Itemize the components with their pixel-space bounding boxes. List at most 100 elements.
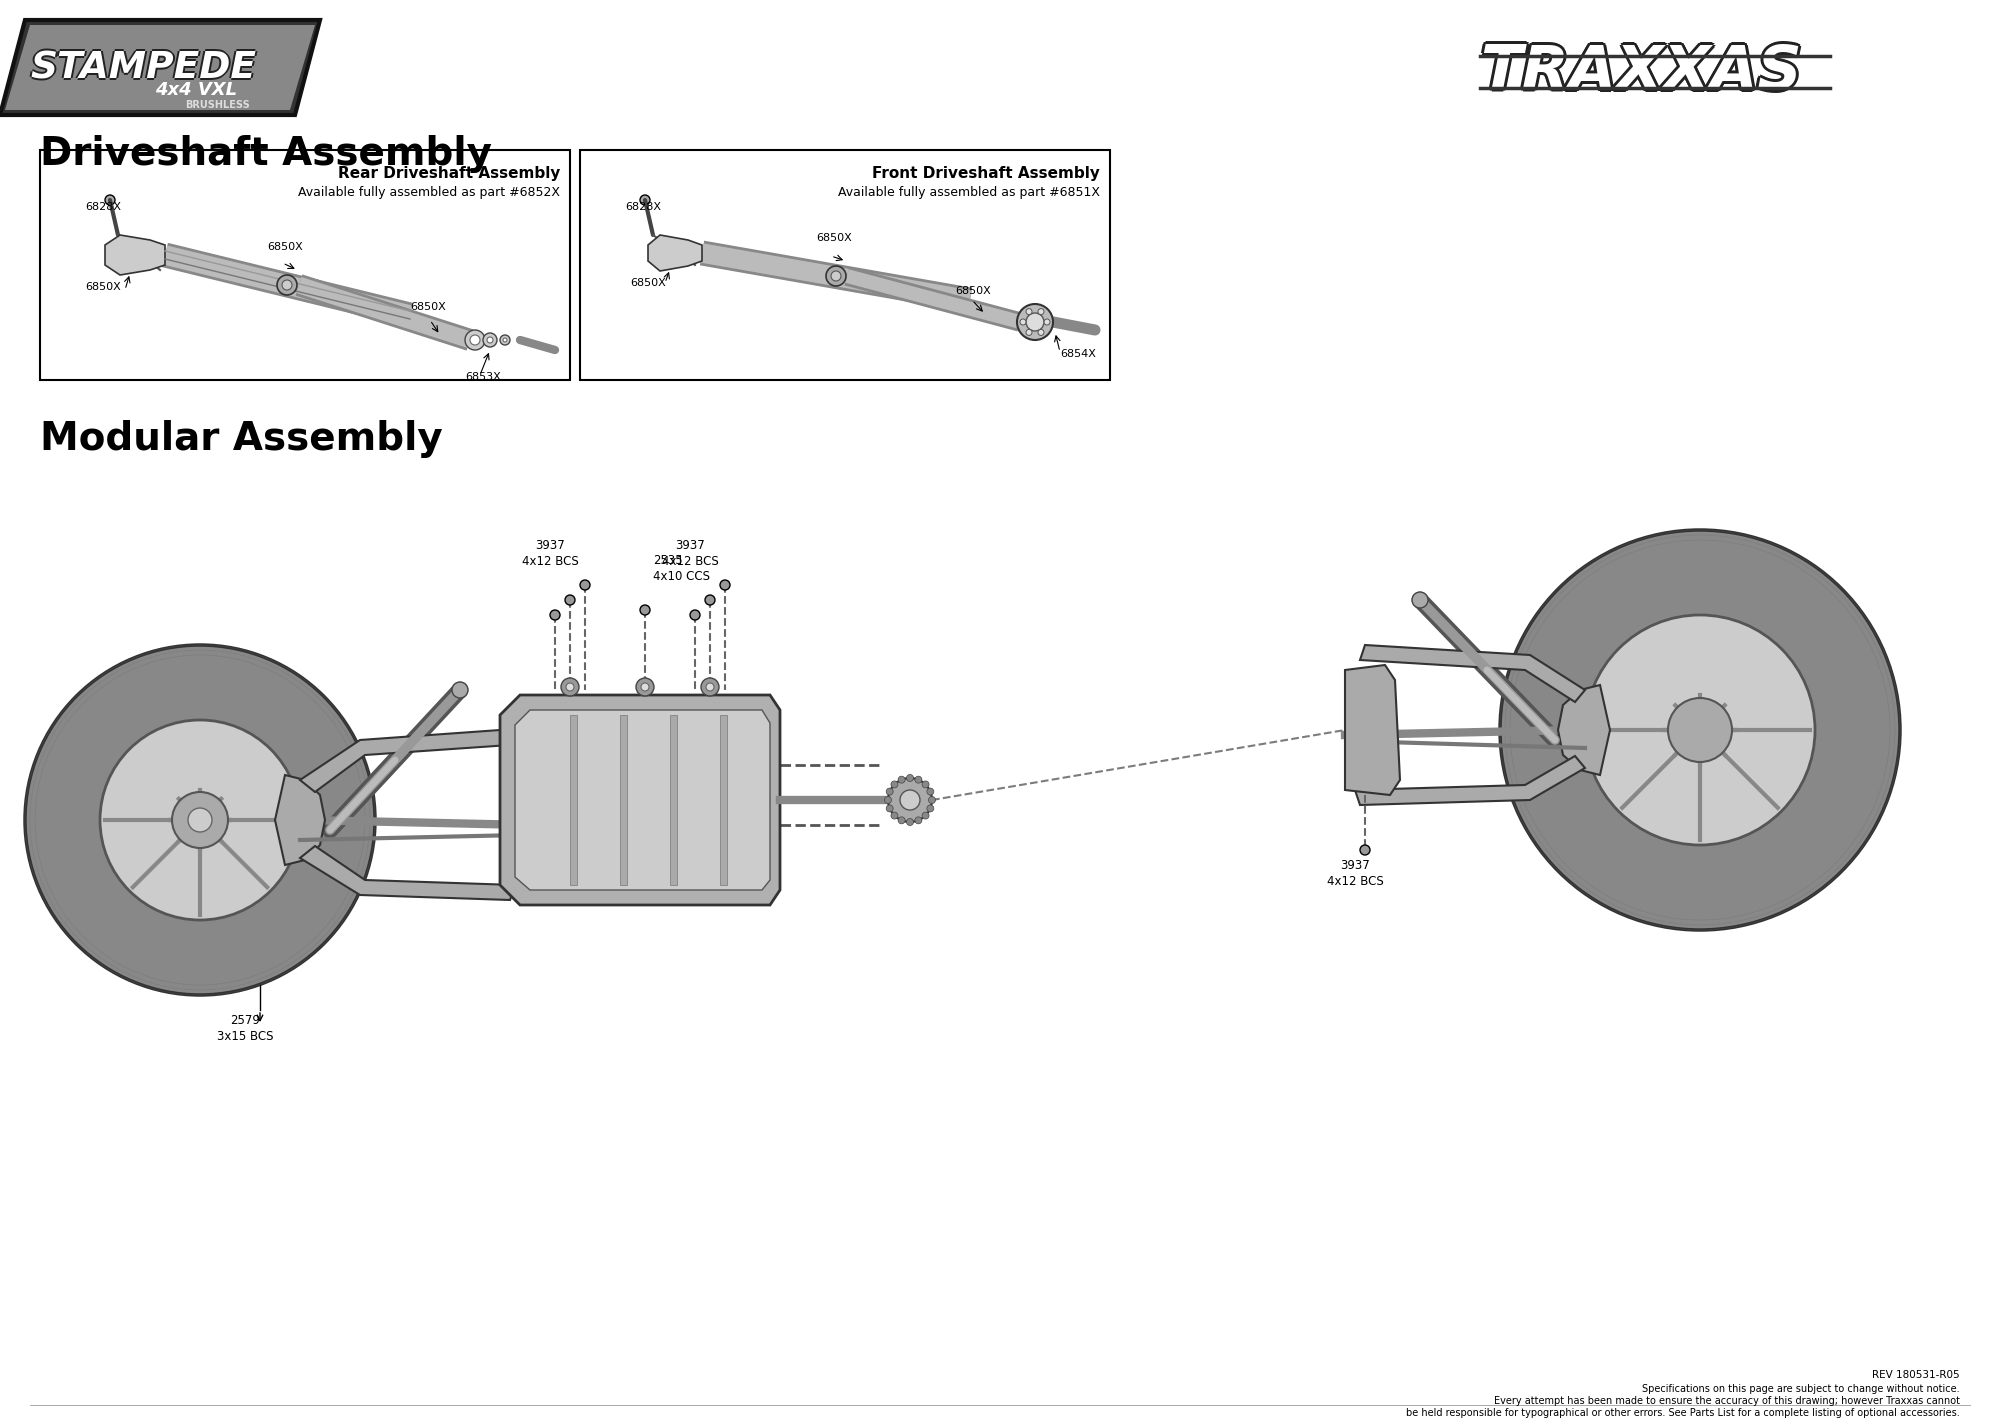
Text: TRAXXAS: TRAXXAS <box>1484 43 1804 101</box>
Polygon shape <box>1344 665 1400 795</box>
Text: TRAXXAS: TRAXXAS <box>1478 44 1800 103</box>
Circle shape <box>1412 593 1428 608</box>
Circle shape <box>100 720 300 920</box>
Circle shape <box>1038 308 1044 314</box>
Text: 6850X: 6850X <box>84 281 120 291</box>
Circle shape <box>172 793 228 848</box>
Circle shape <box>470 336 480 346</box>
Circle shape <box>1026 308 1032 314</box>
Circle shape <box>926 805 934 813</box>
Text: 6850X: 6850X <box>268 241 304 251</box>
Circle shape <box>890 781 898 788</box>
Circle shape <box>922 781 930 788</box>
Circle shape <box>702 678 720 695</box>
Circle shape <box>1018 304 1052 340</box>
Polygon shape <box>1360 645 1584 703</box>
Text: 3937
4x12 BCS: 3937 4x12 BCS <box>1326 860 1384 888</box>
Circle shape <box>1044 318 1050 326</box>
Text: Rear Driveshaft Assembly: Rear Driveshaft Assembly <box>338 166 560 181</box>
Circle shape <box>566 683 574 691</box>
Circle shape <box>1584 615 1816 845</box>
Text: TRAXXAS: TRAXXAS <box>1478 40 1800 100</box>
Polygon shape <box>500 695 780 905</box>
Circle shape <box>906 818 914 825</box>
Text: 2535
4x10 CCS: 2535 4x10 CCS <box>652 554 710 583</box>
Text: Every attempt has been made to ensure the accuracy of this drawing; however Trax: Every attempt has been made to ensure th… <box>1494 1397 1960 1407</box>
Text: Available fully assembled as part #6852X: Available fully assembled as part #6852X <box>298 186 560 198</box>
Polygon shape <box>1558 685 1610 775</box>
Polygon shape <box>4 26 316 110</box>
Circle shape <box>640 196 650 206</box>
Circle shape <box>884 797 892 804</box>
Circle shape <box>1026 330 1032 336</box>
Text: be held responsible for typographical or other errors. See Parts List for a comp: be held responsible for typographical or… <box>1406 1408 1960 1418</box>
Bar <box>670 715 676 885</box>
Circle shape <box>550 610 560 620</box>
Text: STAMPEDE: STAMPEDE <box>30 49 256 84</box>
Circle shape <box>898 817 906 824</box>
Polygon shape <box>648 236 702 271</box>
Polygon shape <box>300 845 516 900</box>
Text: STAMPEDE: STAMPEDE <box>28 50 254 86</box>
Bar <box>720 715 728 885</box>
Polygon shape <box>104 236 164 276</box>
Polygon shape <box>516 710 770 890</box>
Text: 6828X: 6828X <box>624 201 660 211</box>
Circle shape <box>926 788 934 795</box>
Text: REV 180531-R05: REV 180531-R05 <box>1872 1369 1960 1379</box>
Text: TRAXXAS: TRAXXAS <box>1482 44 1804 103</box>
Circle shape <box>676 241 684 247</box>
Text: BRUSHLESS: BRUSHLESS <box>184 100 250 110</box>
Circle shape <box>276 276 296 296</box>
Circle shape <box>122 244 128 250</box>
Text: STAMPEDE: STAMPEDE <box>30 51 256 89</box>
Circle shape <box>488 337 492 343</box>
Text: 6850X: 6850X <box>410 301 446 311</box>
Circle shape <box>898 777 906 783</box>
Circle shape <box>676 258 684 266</box>
Text: Driveshaft Assembly: Driveshaft Assembly <box>40 136 492 173</box>
Text: TRAXXAS: TRAXXAS <box>1476 43 1798 101</box>
Text: 6853X: 6853X <box>464 373 500 383</box>
Circle shape <box>720 580 730 590</box>
Bar <box>580 150 1110 380</box>
Circle shape <box>832 271 840 281</box>
Circle shape <box>1020 318 1026 326</box>
Bar <box>620 715 628 885</box>
Circle shape <box>136 241 144 248</box>
Circle shape <box>900 790 920 810</box>
Text: TRAXXAS: TRAXXAS <box>1480 43 1802 101</box>
Circle shape <box>1360 845 1370 855</box>
Polygon shape <box>0 20 320 116</box>
Text: 6850X: 6850X <box>956 286 990 296</box>
Circle shape <box>640 683 648 691</box>
Circle shape <box>566 595 576 605</box>
Circle shape <box>928 797 936 804</box>
Polygon shape <box>300 730 510 793</box>
Circle shape <box>888 778 932 823</box>
Circle shape <box>464 330 484 350</box>
Circle shape <box>826 266 846 286</box>
Text: Specifications on this page are subject to change without notice.: Specifications on this page are subject … <box>1642 1384 1960 1394</box>
Circle shape <box>886 805 894 813</box>
Polygon shape <box>1356 755 1584 805</box>
Circle shape <box>886 788 894 795</box>
Text: TRAXXAS: TRAXXAS <box>1480 40 1802 99</box>
Circle shape <box>922 813 930 820</box>
Text: TRAXXAS: TRAXXAS <box>1482 40 1804 100</box>
Circle shape <box>452 683 468 698</box>
Text: TRAXXAS: TRAXXAS <box>1480 46 1802 104</box>
Text: 4x4 VXL: 4x4 VXL <box>156 81 238 99</box>
Text: Available fully assembled as part #6851X: Available fully assembled as part #6851X <box>838 186 1100 198</box>
Circle shape <box>684 246 692 251</box>
Circle shape <box>684 254 692 260</box>
Circle shape <box>146 257 154 264</box>
Circle shape <box>1026 313 1044 331</box>
Circle shape <box>914 777 922 783</box>
Circle shape <box>1500 530 1900 930</box>
Text: 6850X: 6850X <box>630 278 666 288</box>
Circle shape <box>188 808 212 833</box>
Circle shape <box>146 247 154 254</box>
Bar <box>40 150 570 380</box>
Text: Modular Assembly: Modular Assembly <box>40 420 442 458</box>
